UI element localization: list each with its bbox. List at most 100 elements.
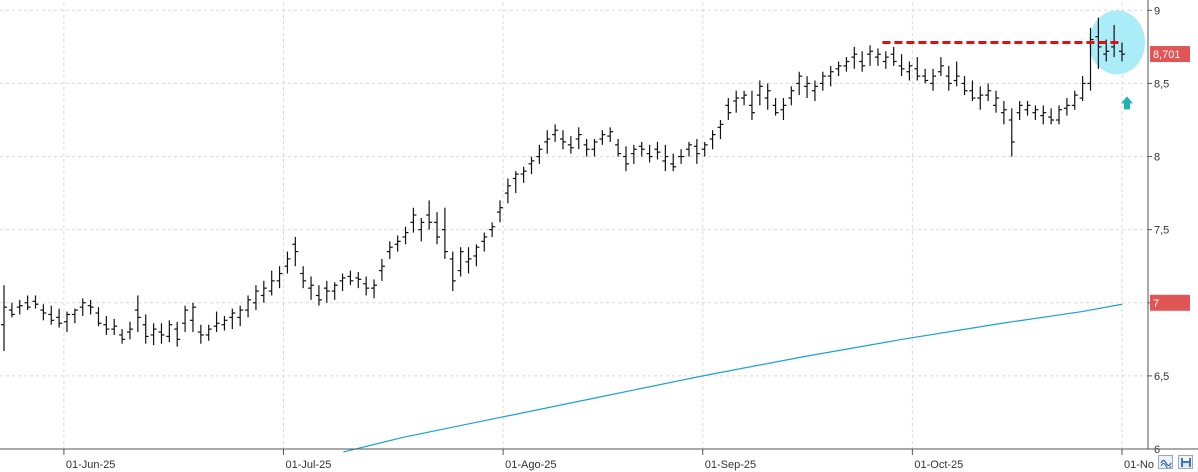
ohlc-bar [945,65,952,91]
ohlc-bar [292,236,299,267]
ohlc-bar [725,98,732,120]
ohlc-bar [733,90,740,113]
ohlc-bar [937,57,944,77]
ohlc-bar [1071,90,1078,110]
ohlc-bar [685,141,692,157]
ohlc-bar [300,266,307,289]
ohlc-bar [504,178,511,204]
ohlc-bar [87,299,94,315]
ohlc-bar [449,251,456,292]
ohlc-bar [213,311,220,333]
moving-average-line [343,303,1123,453]
ohlc-bar [599,130,606,145]
ohlc-bar [347,270,354,286]
ohlc-bar [24,295,31,311]
y-tick-label: 8,5 [1154,78,1169,90]
ohlc-bar [512,171,519,194]
ohlc-bar [953,61,960,87]
ohlc-bar [497,200,504,223]
ohlc-bar [441,207,448,259]
grid [0,3,1148,450]
ohlc-bar [882,51,889,69]
ohlc-bar [741,90,748,106]
ohlc-bar [276,266,283,289]
ohlc-bar [386,241,393,259]
ohlc-bar [867,45,874,66]
ohlc-bar [323,280,330,303]
ohlc-bar [134,295,141,333]
ohlc-bar [591,138,598,157]
ohlc-bar [103,315,110,335]
ohlc-bar [930,68,937,91]
ohlc-bar [434,212,441,245]
ohlc-bar [536,144,543,164]
ohlc-bar [796,71,803,96]
annotation-layer [882,40,1133,110]
up-arrow-icon [1120,96,1133,110]
ohlc-bar [205,324,212,341]
ohlc-bar [670,153,677,172]
ohlc-bar [40,304,47,321]
ohlc-bar [126,321,133,340]
ohlc-bar [654,141,661,160]
ohlc-bar [150,323,157,346]
ohlc-bar [1016,100,1023,120]
ohlc-bar [260,280,267,303]
ohlc-bar [1,285,7,352]
ohlc-bar [717,119,724,139]
ohlc-bar [874,48,881,66]
ohlc-bar [993,90,1000,113]
ohlc-bar [426,200,433,230]
ohlc-bar [843,57,850,72]
ohlc-bar [252,285,259,311]
save-icon[interactable] [1178,455,1193,469]
ohlc-bar [811,80,818,101]
ohlc-bar [1040,105,1047,125]
ohlc-bar [308,276,315,300]
ohlc-bar [1119,42,1125,62]
ohlc-bar [48,305,55,325]
ohlc-bar [756,80,763,106]
ohlc-bar [678,149,685,164]
ohlc-bar [701,141,708,157]
x-tick-label: 01-Ago-25 [505,459,556,471]
ohlc-bar [371,279,378,299]
ohlc-bar [473,244,480,267]
ohlc-bar [906,61,913,81]
ohlc-bar [890,46,897,66]
ohlc-bar [780,98,787,120]
ohlc-bar [851,46,858,69]
ohlc-bar [268,270,275,296]
price-tag-label: 7 [1153,298,1159,310]
ohlc-bar [197,324,204,344]
wave-icon[interactable] [1158,455,1173,469]
ohlc-bar [922,68,929,84]
y-tick-label: 7,5 [1154,225,1169,237]
ohlc-bar [8,302,15,318]
ohlc-bar [638,141,645,157]
ohlc-bars [1,17,1125,352]
ohlc-bar [709,130,716,150]
ohlc-bar [859,51,866,72]
ohlc-bar [229,308,236,330]
ohlc-bar [481,232,488,252]
ohlc-bar [748,90,755,120]
ohlc-bar [552,124,559,142]
ohlc-bar [615,138,622,157]
ohlc-bar [237,305,244,327]
ohlc-bar [1056,105,1063,125]
ohlc-bar [985,83,992,101]
x-tick-label: 01-Oct-25 [914,459,963,471]
ohlc-bar [1048,108,1055,125]
ohlc-bar [402,226,409,245]
ohlc-bar [662,144,669,172]
ohlc-bar [16,299,23,315]
ohlc-bar [1095,17,1102,69]
y-tick-label: 9 [1154,5,1160,17]
price-tag-label: 8,701 [1153,49,1181,61]
ohlc-bar [142,314,149,344]
ohlc-bar [520,166,527,183]
x-tick-label: 01-No [1124,459,1154,471]
ohlc-bar [32,295,39,309]
